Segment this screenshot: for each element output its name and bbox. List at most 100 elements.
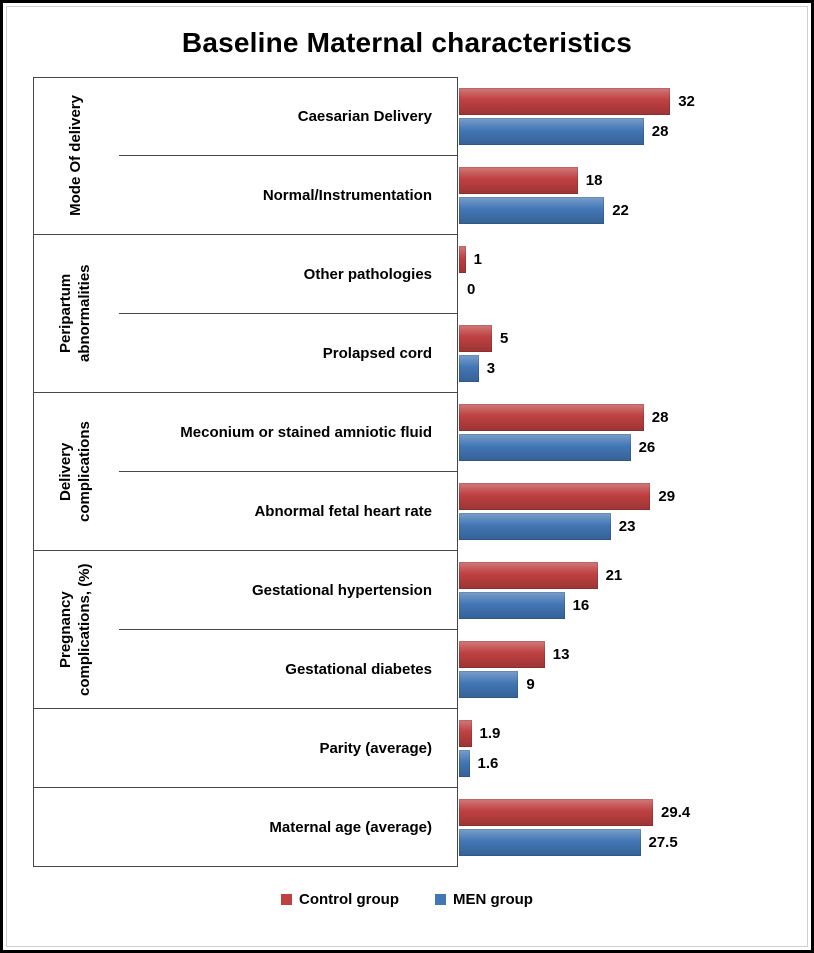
group-label: Delivery complications: [57, 421, 93, 522]
chart-row: Other pathologies 1 0: [119, 235, 789, 314]
bar-cell: 29.4 27.5: [458, 788, 789, 867]
legend-item-control-group: Control group: [281, 891, 399, 908]
value-label: 5: [500, 330, 509, 347]
value-label: 27.5: [648, 834, 678, 851]
bar-line: 0: [459, 276, 789, 303]
group-label-cell: Peripartum abnormalities: [33, 235, 119, 393]
bar-cell: 18 22: [458, 156, 789, 235]
control-group-bar: [459, 483, 651, 510]
chart-group: Maternal age (average) 29.4 27.5: [33, 788, 789, 867]
group-rows: Meconium or stained amniotic fluid 28 26 Ab…: [119, 393, 789, 551]
group-rows: Maternal age (average) 29.4 27.5: [119, 788, 789, 867]
bar-cell: 1.9 1.6: [458, 709, 789, 788]
men-group-bar: [459, 118, 644, 145]
bar-line: 18: [459, 167, 789, 194]
value-label: 22: [612, 202, 629, 219]
control-group-bar: [459, 88, 671, 115]
value-label: 13: [552, 646, 570, 663]
control-group-bar: [459, 562, 598, 589]
chart-row: Meconium or stained amniotic fluid 28 26: [119, 393, 789, 472]
chart-row: Gestational hypertension 21 16: [119, 551, 789, 630]
control-group-bar: [459, 799, 654, 826]
bar-line: 26: [459, 434, 789, 461]
bar-line: 22: [459, 197, 789, 224]
category-label: Normal/Instrumentation: [119, 156, 458, 235]
bar-line: 3: [459, 355, 789, 382]
legend: Control group MEN group: [17, 891, 797, 908]
bar-line: 29: [459, 483, 789, 510]
chart-row: Abnormal fetal heart rate 29 23: [119, 472, 789, 551]
chart-row: Parity (average) 1.9 1.6: [119, 709, 789, 788]
chart-group: Peripartum abnormalities Other pathologie…: [33, 235, 789, 393]
group-label: Mode Of delivery: [66, 95, 84, 216]
bar-line: 23: [459, 513, 789, 540]
bar-cell: 13 9: [458, 630, 789, 709]
men-group-bar: [459, 513, 611, 540]
chart-groups: Mode Of delivery Caesarian Delivery 32 28 No…: [33, 77, 789, 867]
value-label: 28: [651, 123, 669, 140]
control-group-bar: [459, 720, 472, 747]
value-label: 3: [486, 360, 496, 377]
bar-line: 13: [459, 641, 789, 668]
men-group-bar: [459, 197, 605, 224]
bar-line: 5: [459, 325, 789, 352]
value-label: 21: [605, 567, 623, 584]
bar-line: 28: [459, 118, 789, 145]
category-label: Parity (average): [119, 709, 458, 788]
bar-line: 1.6: [459, 750, 789, 777]
bar-line: 1.9: [459, 720, 789, 747]
control-group-bar: [459, 404, 644, 431]
category-label: Abnormal fetal heart rate: [119, 472, 458, 551]
chart-row: Maternal age (average) 29.4 27.5: [119, 788, 789, 867]
chart-row: Normal/Instrumentation 18 22: [119, 156, 789, 235]
men-group-bar: [459, 592, 565, 619]
category-label: Gestational diabetes: [119, 630, 458, 709]
legend-item-men-group: MEN group: [434, 891, 533, 908]
group-label: Pregnancy complications, (%): [57, 563, 93, 696]
group-rows: Caesarian Delivery 32 28 Normal/Instrumenta…: [119, 77, 789, 235]
bar-line: 21: [459, 562, 789, 589]
value-label: 18: [585, 172, 603, 189]
group-rows: Gestational hypertension 21 16 Gestational …: [119, 551, 789, 709]
bar-cell: 32 28: [458, 77, 789, 156]
bar-cell: 21 16: [458, 551, 789, 630]
category-label: Maternal age (average): [269, 819, 432, 836]
category-label: Gestational hypertension: [119, 551, 458, 630]
control-group-bar: [459, 641, 545, 668]
chart-row: Gestational diabetes 13 9: [119, 630, 789, 709]
bar-line: 29.4: [459, 799, 789, 826]
value-label: 29.4: [661, 804, 691, 821]
chart-group: Mode Of delivery Caesarian Delivery 32 28 No…: [33, 77, 789, 235]
group-label-cell: Mode Of delivery: [33, 77, 119, 235]
legend-swatch-control-group: [281, 894, 292, 905]
chart-canvas: Baseline Maternal characteristics Mode O…: [6, 6, 808, 947]
bar-line: 1: [459, 246, 789, 273]
category-label: Meconium or stained amniotic fluid: [119, 393, 458, 472]
chart-group: Delivery complications Meconium or staine…: [33, 393, 789, 551]
bar-line: 28: [459, 404, 789, 431]
value-label: 1.9: [479, 725, 501, 742]
chart-title: Baseline Maternal characteristics: [181, 27, 633, 58]
group-label-cell: Delivery complications: [33, 393, 119, 551]
men-group-bar: [459, 750, 470, 777]
men-group-bar: [459, 355, 479, 382]
bar-line: 27.5: [459, 829, 789, 856]
value-label: 1: [473, 251, 482, 268]
value-label: 23: [618, 518, 636, 535]
value-label: 29: [658, 488, 676, 505]
control-group-bar: [459, 325, 492, 352]
value-label: 1.6: [477, 755, 499, 772]
legend-label-control-group: Control group: [299, 891, 399, 908]
legend-swatch-men-group: [434, 894, 446, 905]
category-label: Caesarian Delivery: [119, 77, 458, 156]
men-group-bar: [459, 434, 631, 461]
chart-row: Caesarian Delivery 32 28: [119, 77, 789, 156]
chart-group: Parity (average) 1.9 1.6: [33, 709, 789, 788]
bar-chart: Mode Of delivery Caesarian Delivery 32 28 No…: [33, 77, 789, 867]
bar-line: 16: [459, 592, 789, 619]
group-rows: Parity (average) 1.9 1.6: [119, 709, 789, 788]
value-label: 16: [572, 597, 590, 614]
